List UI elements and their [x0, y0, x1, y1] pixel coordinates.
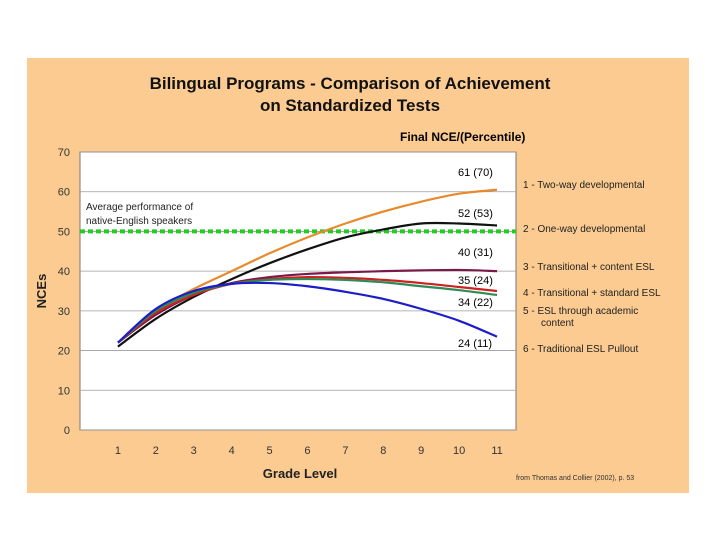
x-axis-ticks: 1 2 3 4 5 6 7 8 9 10 11: [115, 445, 503, 457]
legend-item-3: 3 - Transitional + content ESL: [523, 262, 655, 273]
x-tick-4: 4: [229, 445, 235, 457]
legend-item-5-line1: 5 - ESL through academic: [523, 306, 638, 317]
x-tick-10: 10: [453, 445, 465, 457]
end-label-5: 34 (22): [458, 297, 493, 309]
x-tick-11: 11: [491, 445, 502, 457]
series-line-6: [117, 281, 498, 344]
reference-line-label: Average performance of native-English spe…: [86, 202, 193, 227]
x-tick-5: 5: [267, 445, 273, 457]
end-label-3: 40 (31): [458, 247, 493, 259]
series-line-4: [117, 275, 498, 344]
y-tick-40: 40: [58, 266, 70, 278]
x-tick-7: 7: [342, 445, 348, 457]
reference-label-line1: Average performance of: [86, 202, 193, 213]
series-lines: [117, 188, 498, 348]
reference-label-line2: native-English speakers: [86, 216, 192, 227]
end-value-labels: 61 (70) 52 (53) 40 (31) 35 (24) 34 (22) 24 (1…: [458, 167, 493, 350]
y-tick-20: 20: [58, 346, 70, 358]
chart-subtitle: Final NCE/(Percentile): [400, 130, 526, 144]
plot-area: [79, 151, 517, 431]
y-tick-60: 60: [58, 187, 70, 199]
x-tick-2: 2: [153, 445, 159, 457]
legend-item-4: 4 - Transitional + standard ESL: [523, 288, 661, 299]
x-tick-6: 6: [304, 445, 310, 457]
legend-item-5-line2: content: [541, 318, 574, 329]
y-tick-30: 30: [58, 306, 70, 318]
legend-item-6: 6 - Traditional ESL Pullout: [523, 344, 638, 355]
y-tick-10: 10: [58, 385, 70, 397]
chart-title-line2: on Standardized Tests: [259, 96, 441, 115]
end-label-1: 61 (70): [458, 167, 493, 179]
series-line-2: [117, 221, 498, 348]
y-axis-label: NCEs: [34, 274, 49, 309]
y-axis-ticks: 0 10 20 30 40 50 60 70: [58, 147, 70, 437]
x-tick-1: 1: [115, 445, 121, 457]
y-tick-0: 0: [64, 425, 70, 437]
x-tick-3: 3: [191, 445, 197, 457]
legend-item-1: 1 - Two-way developmental: [523, 180, 645, 191]
x-axis-label: Grade Level: [263, 466, 337, 481]
x-tick-8: 8: [380, 445, 386, 457]
y-tick-70: 70: [58, 147, 70, 159]
end-label-6: 24 (11): [458, 338, 492, 350]
legend-item-5: 5 - ESL through academic content: [523, 306, 638, 329]
series-line-5: [117, 277, 498, 344]
source-note: from Thomas and Collier (2002), p. 53: [516, 475, 634, 482]
y-tick-50: 50: [58, 226, 70, 238]
chart-title: Bilingual Programs - Comparison of Achie…: [149, 74, 551, 93]
end-label-2: 52 (53): [458, 208, 493, 220]
end-label-4: 35 (24): [458, 275, 493, 287]
legend-item-2: 2 - One-way developmental: [523, 224, 645, 235]
legend: 1 - Two-way developmental 2 - One-way dev…: [523, 180, 661, 355]
x-tick-9: 9: [418, 445, 424, 457]
